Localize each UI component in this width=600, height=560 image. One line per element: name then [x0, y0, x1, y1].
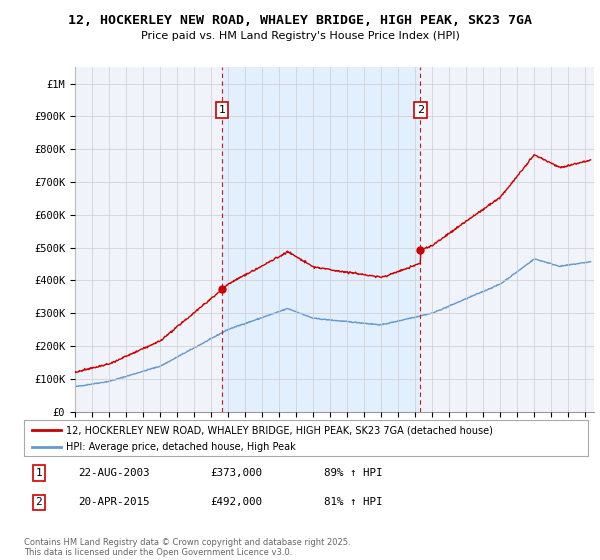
- Text: 1: 1: [218, 105, 226, 115]
- Text: £492,000: £492,000: [210, 497, 262, 507]
- Text: 20-APR-2015: 20-APR-2015: [78, 497, 149, 507]
- Text: £373,000: £373,000: [210, 468, 262, 478]
- Bar: [222, 67, 421, 412]
- Text: HPI: Average price, detached house, High Peak: HPI: Average price, detached house, High…: [66, 442, 296, 452]
- Text: 22-AUG-2003: 22-AUG-2003: [78, 468, 149, 478]
- Text: Price paid vs. HM Land Registry's House Price Index (HPI): Price paid vs. HM Land Registry's House …: [140, 31, 460, 41]
- Text: 81% ↑ HPI: 81% ↑ HPI: [324, 497, 383, 507]
- Text: 89% ↑ HPI: 89% ↑ HPI: [324, 468, 383, 478]
- Text: 12, HOCKERLEY NEW ROAD, WHALEY BRIDGE, HIGH PEAK, SK23 7GA: 12, HOCKERLEY NEW ROAD, WHALEY BRIDGE, H…: [68, 14, 532, 27]
- Text: Contains HM Land Registry data © Crown copyright and database right 2025.
This d: Contains HM Land Registry data © Crown c…: [24, 538, 350, 557]
- Text: 1: 1: [35, 468, 43, 478]
- Text: 2: 2: [35, 497, 43, 507]
- Text: 2: 2: [417, 105, 424, 115]
- Text: 12, HOCKERLEY NEW ROAD, WHALEY BRIDGE, HIGH PEAK, SK23 7GA (detached house): 12, HOCKERLEY NEW ROAD, WHALEY BRIDGE, H…: [66, 425, 493, 435]
